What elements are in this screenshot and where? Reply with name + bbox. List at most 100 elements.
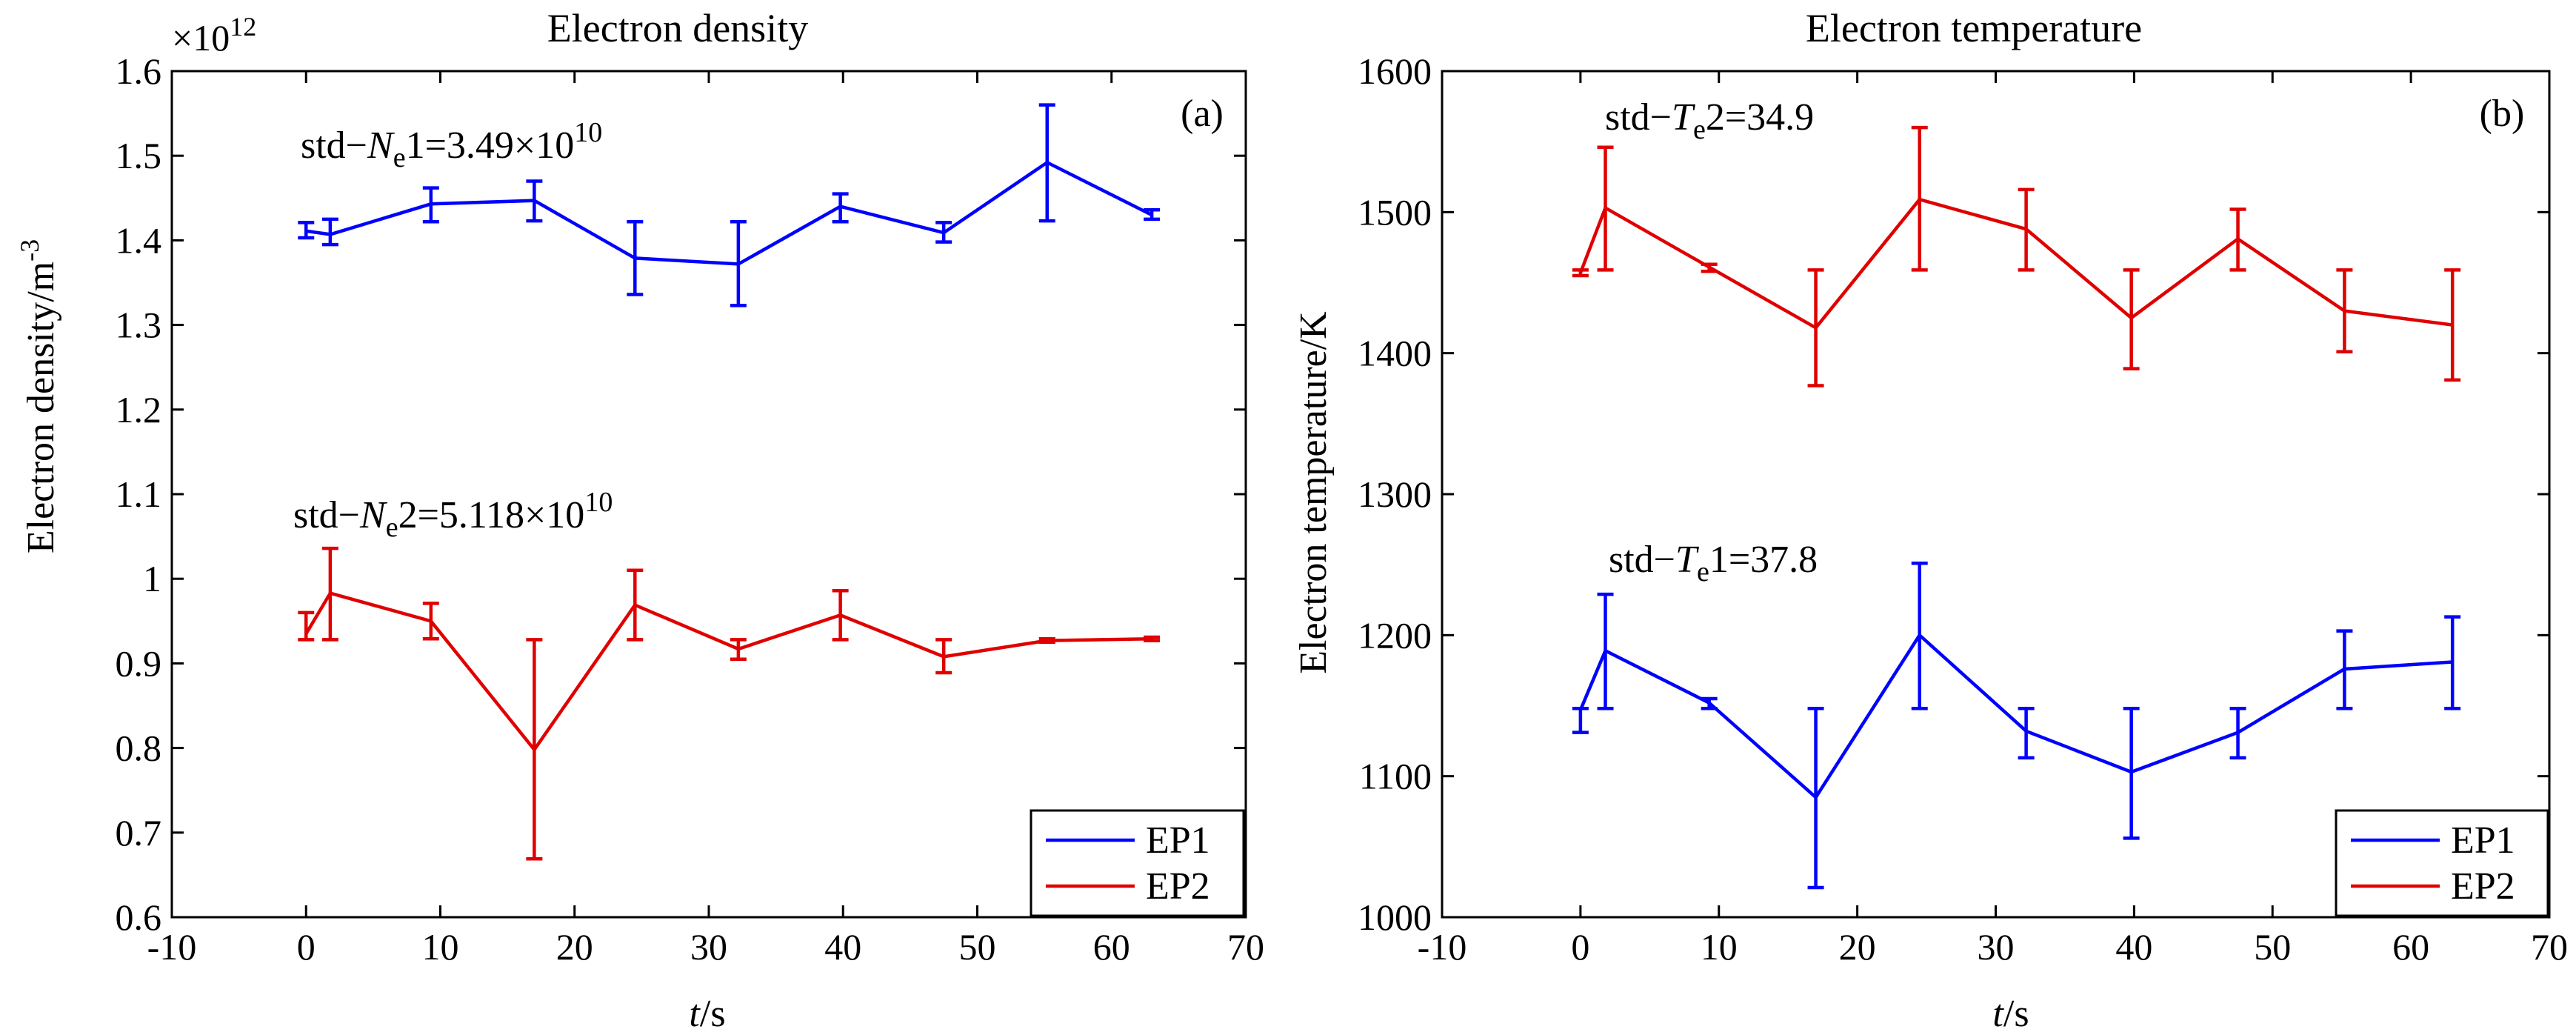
error-bar bbox=[2229, 207, 2246, 272]
error-bar bbox=[2444, 615, 2461, 710]
plot-frame bbox=[1441, 70, 2551, 919]
annotation-part: std− bbox=[1609, 539, 1675, 581]
y-tick-label: 1.1 bbox=[116, 473, 162, 515]
y-tick-label: 0.6 bbox=[116, 896, 162, 938]
x-tick-label: 60 bbox=[1093, 926, 1130, 968]
error-bar bbox=[627, 568, 644, 642]
legend-label-ep1: EP1 bbox=[2451, 819, 2515, 862]
error-bar bbox=[2018, 187, 2035, 272]
series-ep2 bbox=[298, 546, 1161, 861]
error-bar bbox=[1911, 125, 1928, 272]
series-ep2 bbox=[1572, 125, 2461, 387]
plot-area: -10 0 10 20 30 40 50 60 70 0.6 0.7 0.8 0.9 1 1.1 1.2 1.3… bbox=[116, 50, 1265, 968]
std-annotation-ep1: std−Te1=37.8 bbox=[1609, 539, 1818, 588]
annotation-part: 10 bbox=[574, 117, 602, 148]
y-tick-label: 1.4 bbox=[116, 219, 162, 261]
x-tick-label: 10 bbox=[1701, 926, 1738, 968]
annotation-part: 2=5.118×10 bbox=[398, 494, 585, 536]
series-ep1 bbox=[1572, 562, 2461, 890]
panel-label: (b) bbox=[2480, 93, 2525, 135]
error-bar bbox=[1144, 208, 1161, 222]
error-bar bbox=[1701, 696, 1718, 710]
annotation-part: std− bbox=[293, 494, 360, 536]
chart-title: Electron temperature bbox=[1806, 6, 2142, 50]
std-annotation-ep1: std−Ne1=3.49×1010 bbox=[301, 117, 602, 173]
annotation-part: e bbox=[1693, 114, 1706, 145]
error-bar bbox=[935, 638, 952, 675]
y-tick-label: 1.3 bbox=[116, 304, 162, 346]
annotation-part: T bbox=[1672, 96, 1695, 139]
legend-label-ep2: EP2 bbox=[2451, 865, 2515, 908]
error-bar bbox=[627, 220, 644, 296]
error-bar bbox=[935, 221, 952, 244]
x-tick-label: -10 bbox=[1418, 926, 1467, 968]
y-tick-label: 0.7 bbox=[116, 812, 162, 853]
y-axis-label: Electron temperature/K bbox=[1292, 311, 1335, 674]
error-bar bbox=[298, 610, 315, 642]
annotation-part: 2=34.9 bbox=[1706, 96, 1814, 139]
y-axis-label-sup: -3 bbox=[15, 239, 44, 262]
std-annotation-ep2: std−Ne2=5.118×1010 bbox=[293, 487, 613, 543]
x-tick-label: 40 bbox=[2115, 926, 2152, 968]
annotation-part: e bbox=[393, 142, 406, 173]
error-bar bbox=[321, 546, 338, 642]
x-tick-label: 30 bbox=[1978, 926, 2015, 968]
error-bar bbox=[1038, 103, 1055, 223]
error-bar bbox=[422, 602, 439, 641]
error-bar bbox=[526, 179, 543, 223]
error-bar bbox=[1597, 592, 1614, 710]
legend-box bbox=[2335, 809, 2549, 917]
x-axis-label-unit: /s bbox=[700, 993, 726, 1035]
x-tick-label: 40 bbox=[824, 926, 861, 968]
y-exponent-label: ×1012 bbox=[172, 12, 256, 59]
x-tick-label: 60 bbox=[2392, 926, 2429, 968]
x-tick-label: 30 bbox=[690, 926, 727, 968]
std-annotation-ep2: std−Te2=34.9 bbox=[1605, 96, 1814, 145]
error-bar bbox=[298, 221, 315, 240]
error-bar bbox=[1807, 268, 1824, 387]
error-bar bbox=[730, 220, 747, 307]
y-tick-label: 1.2 bbox=[116, 389, 162, 430]
error-bar bbox=[2336, 629, 2353, 710]
error-bar bbox=[2444, 268, 2461, 382]
series-line-ep1 bbox=[305, 160, 1153, 266]
annotation-part: N bbox=[359, 494, 388, 536]
x-axis-label-unit: /s bbox=[2003, 993, 2029, 1035]
x-axis-label-var: t bbox=[1992, 993, 2004, 1035]
annotation-part: 1=37.8 bbox=[1709, 539, 1818, 581]
y-tick-label: 1 bbox=[143, 558, 161, 599]
y-tick-label: 1200 bbox=[1358, 614, 1432, 656]
legend-box bbox=[1030, 809, 1245, 917]
error-bar bbox=[1911, 562, 1928, 710]
annotation-part: T bbox=[1675, 539, 1699, 581]
annotation-part: 1=3.49×10 bbox=[406, 124, 575, 167]
error-bar bbox=[2229, 707, 2246, 760]
y-exponent-power: 12 bbox=[230, 12, 256, 41]
y-tick-label: 1500 bbox=[1358, 191, 1432, 233]
chart-title: Electron density bbox=[547, 6, 808, 50]
x-tick-label: 20 bbox=[1839, 926, 1876, 968]
x-axis-label-var: t bbox=[689, 993, 701, 1035]
error-bar bbox=[730, 638, 747, 661]
y-tick-label: 1.6 bbox=[116, 50, 162, 92]
panel-electron-density: Electron density ×1012 Electron density/… bbox=[15, 6, 1264, 1035]
annotation-part: std− bbox=[1605, 96, 1672, 139]
annotation-part: N bbox=[367, 124, 396, 167]
error-bar bbox=[2123, 707, 2140, 840]
error-bar bbox=[1597, 145, 1614, 272]
series-line-ep2 bbox=[1578, 197, 2453, 330]
annotation-part: e bbox=[1697, 556, 1709, 588]
annotation-part: 10 bbox=[584, 487, 613, 518]
error-bar bbox=[2018, 707, 2035, 760]
error-bar bbox=[526, 638, 543, 861]
series-line-ep1 bbox=[1578, 632, 2453, 800]
x-tick-label: 0 bbox=[297, 926, 316, 968]
x-tick-label: -10 bbox=[147, 926, 197, 968]
x-tick-label: 50 bbox=[2254, 926, 2291, 968]
error-bar bbox=[1701, 262, 1718, 273]
x-tick-label: 70 bbox=[1227, 926, 1264, 968]
series-ep1 bbox=[298, 103, 1161, 307]
